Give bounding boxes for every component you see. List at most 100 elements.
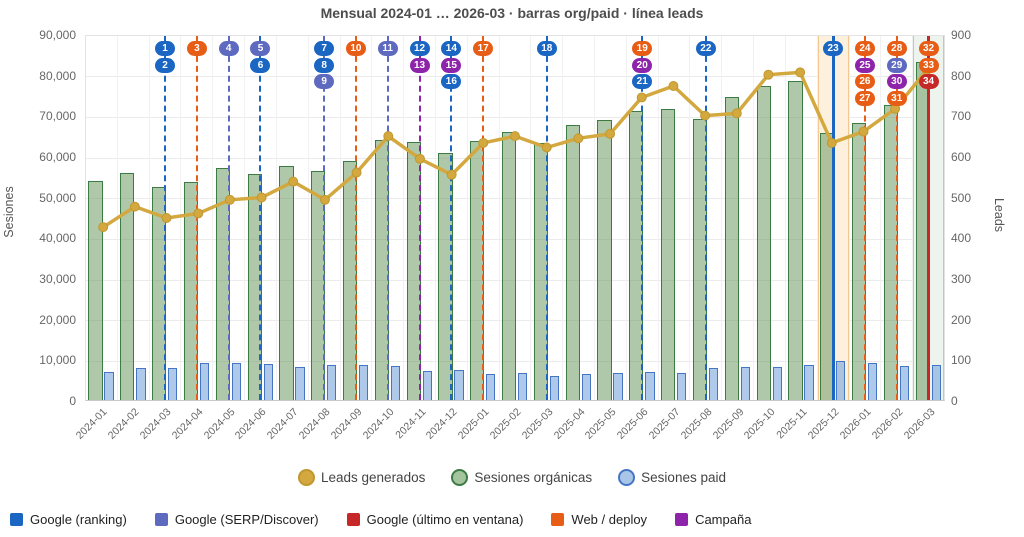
event-marker-badge[interactable]: 19 (632, 41, 653, 56)
event-marker-badge[interactable]: 15 (441, 57, 462, 73)
event-line (831, 36, 835, 400)
month-slot: 22 2025-08 (679, 36, 721, 442)
right-axis-tick-label: 600 (951, 150, 972, 164)
event-legend-item[interactable]: Web / deploy (551, 512, 647, 527)
x-axis-label: 2024-02 (105, 406, 142, 442)
x-axis-label: 2025-06 (614, 406, 651, 442)
paid-bar (645, 371, 655, 400)
event-marker-badge[interactable]: 7 (314, 41, 335, 56)
month-slot: 23 2025-12 (806, 36, 849, 442)
event-marker-badge[interactable]: 22 (695, 41, 716, 56)
event-marker-badge[interactable]: 14 (441, 41, 462, 56)
x-axis-label: 2025-05 (583, 406, 619, 442)
event-marker-badge[interactable]: 5 (250, 41, 271, 56)
event-marker-badge[interactable]: 9 (314, 74, 335, 89)
event-marker-badge[interactable]: 18 (536, 41, 557, 56)
event-line (386, 36, 389, 400)
event-marker-badge[interactable]: 4 (218, 41, 239, 56)
event-marker-badge[interactable]: 10 (345, 41, 366, 56)
event-marker-badge[interactable]: 16 (441, 74, 462, 89)
x-axis-label: 2025-02 (487, 406, 524, 442)
event-legend-swatch (675, 513, 689, 526)
event-marker-badge[interactable]: 28 (886, 41, 907, 56)
event-legend-label: Web / deploy (571, 512, 648, 527)
event-legend-item[interactable]: Google (SERP/Discover) (154, 512, 319, 527)
organic-bar (788, 80, 803, 400)
x-axis-label: 2025-03 (519, 406, 556, 442)
event-marker-badge[interactable]: 1 (155, 41, 176, 56)
event-marker-badge[interactable]: 8 (314, 57, 335, 73)
x-axis-label: 2025-12 (805, 406, 842, 442)
month-slot: 32 33 34 2026-03 (901, 36, 944, 442)
paid-bar (931, 365, 941, 400)
x-axis-label: 2024-12 (424, 406, 460, 442)
left-axis-tick-label: 10,000 (39, 353, 76, 368)
paid-bar (263, 363, 273, 400)
event-legend-label: Campaña (695, 512, 752, 527)
series-legend-label: Leads generados (321, 470, 426, 485)
event-marker-badge[interactable]: 17 (473, 41, 494, 56)
organic-bar (661, 109, 676, 400)
right-axis-ticks: 0 100 200 300 400 500 600 700 800 900 (951, 28, 1011, 408)
event-marker-badge[interactable]: 24 (854, 41, 875, 56)
event-marker-badge[interactable]: 11 (377, 41, 398, 56)
event-legend-item[interactable]: Google (último en ventana) (346, 512, 523, 527)
event-marker-badge[interactable]: 33 (918, 57, 939, 73)
left-axis-tick-label: 20,000 (39, 312, 76, 327)
month-slot: 14 15 16 2024-12 (424, 36, 467, 442)
event-marker-badge[interactable]: 13 (409, 57, 430, 73)
paid-bar (804, 365, 814, 400)
event-marker-badge[interactable]: 30 (886, 74, 907, 89)
event-line (641, 36, 644, 400)
event-marker-badge[interactable]: 25 (854, 57, 875, 73)
x-axis-label: 2024-04 (169, 406, 206, 442)
x-axis-label: 2025-01 (455, 406, 492, 442)
event-legend-item[interactable]: Campaña (675, 512, 751, 527)
event-marker-badge[interactable]: 3 (186, 41, 207, 56)
organic-bar (565, 125, 580, 400)
event-line (195, 36, 198, 400)
series-legend-label: Sesiones paid (641, 470, 726, 485)
left-axis-tick-label: 80,000 (39, 68, 76, 83)
event-marker-badge[interactable]: 26 (854, 74, 875, 89)
event-marker-badge[interactable]: 21 (632, 74, 653, 89)
right-axis-tick-label: 800 (951, 68, 972, 83)
event-line (450, 36, 453, 400)
event-line (927, 36, 931, 400)
paid-bar (231, 363, 241, 400)
event-legend-label: Google (SERP/Discover) (174, 512, 319, 527)
event-marker-badge[interactable]: 29 (886, 57, 907, 73)
event-marker-badge[interactable]: 32 (918, 41, 939, 56)
event-marker-badge[interactable]: 27 (854, 90, 875, 106)
x-axis-label: 2024-01 (74, 406, 110, 442)
month-slot: 5 6 2024-06 (233, 36, 276, 442)
month-slot: 2024-07 (265, 36, 308, 442)
right-axis-tick-label: 0 (951, 394, 958, 408)
x-axis-label: 2026-03 (901, 406, 938, 442)
month-slot: 2025-11 (775, 36, 817, 441)
paid-bar (136, 368, 146, 400)
organic-bar (756, 86, 771, 400)
series-legend-item[interactable]: Sesiones orgánicas (451, 469, 592, 486)
organic-bar (279, 166, 294, 400)
event-marker-badge[interactable]: 23 (823, 41, 844, 56)
x-axis-label: 2025-07 (646, 406, 683, 442)
left-axis-tick-label: 50,000 (39, 190, 76, 205)
series-legend-item[interactable]: Leads generados (298, 469, 425, 486)
month-slot: 11 2024-10 (360, 36, 403, 442)
paid-bar (581, 373, 591, 400)
event-legend-item[interactable]: Google (ranking) (10, 512, 127, 527)
month-slot: 2025-02 (488, 36, 531, 442)
event-marker-badge[interactable]: 20 (632, 57, 653, 73)
event-marker-badge[interactable]: 34 (918, 74, 939, 89)
series-legend-item[interactable]: Sesiones paid (618, 469, 726, 486)
paid-bar (295, 367, 305, 400)
event-marker-badge[interactable]: 2 (155, 57, 176, 73)
event-line (323, 36, 326, 400)
series-legend-swatch (298, 469, 315, 486)
event-marker-badge[interactable]: 6 (250, 57, 271, 73)
left-axis-tick-label: 90,000 (39, 28, 76, 42)
organic-bar (597, 119, 612, 400)
event-marker-badge[interactable]: 31 (886, 90, 907, 106)
event-marker-badge[interactable]: 12 (409, 41, 430, 56)
